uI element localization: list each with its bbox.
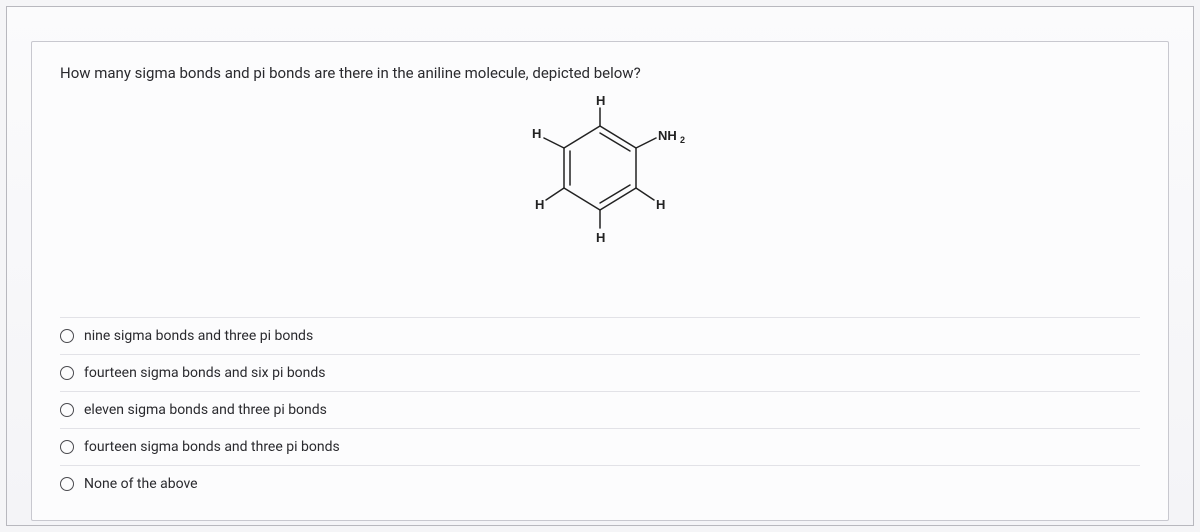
label-nh2-sub: 2 xyxy=(680,135,685,145)
label-nh2-main: NH xyxy=(658,128,677,143)
label-lower-right-h: H xyxy=(656,197,665,212)
radio-icon[interactable] xyxy=(60,329,74,343)
option-row[interactable]: fourteen sigma bonds and six pi bonds xyxy=(60,354,1140,391)
radio-icon[interactable] xyxy=(60,403,74,417)
option-row[interactable]: fourteen sigma bonds and three pi bonds xyxy=(60,428,1140,465)
option-label: fourteen sigma bonds and six pi bonds xyxy=(84,365,326,381)
option-label: eleven sigma bonds and three pi bonds xyxy=(84,402,327,418)
radio-icon[interactable] xyxy=(60,440,74,454)
options-list: nine sigma bonds and three pi bonds four… xyxy=(60,317,1140,502)
label-lower-left-h: H xyxy=(535,197,544,212)
option-row[interactable]: eleven sigma bonds and three pi bonds xyxy=(60,391,1140,428)
label-upper-left-h: H xyxy=(532,126,541,141)
radio-icon[interactable] xyxy=(60,366,74,380)
option-label: nine sigma bonds and three pi bonds xyxy=(84,328,313,344)
label-top-h: H xyxy=(596,93,605,108)
aniline-svg: H H NH 2 H H H xyxy=(490,92,710,252)
molecule-diagram: H H NH 2 H H H xyxy=(60,92,1140,252)
option-label: fourteen sigma bonds and three pi bonds xyxy=(84,439,340,455)
radio-icon[interactable] xyxy=(60,477,74,491)
question-card: How many sigma bonds and pi bonds are th… xyxy=(31,41,1169,521)
option-row[interactable]: nine sigma bonds and three pi bonds xyxy=(60,317,1140,354)
option-label: None of the above xyxy=(84,476,198,492)
outer-frame: How many sigma bonds and pi bonds are th… xyxy=(6,6,1194,526)
label-bottom-h: H xyxy=(596,230,605,245)
question-text: How many sigma bonds and pi bonds are th… xyxy=(60,64,1140,82)
option-row[interactable]: None of the above xyxy=(60,465,1140,502)
